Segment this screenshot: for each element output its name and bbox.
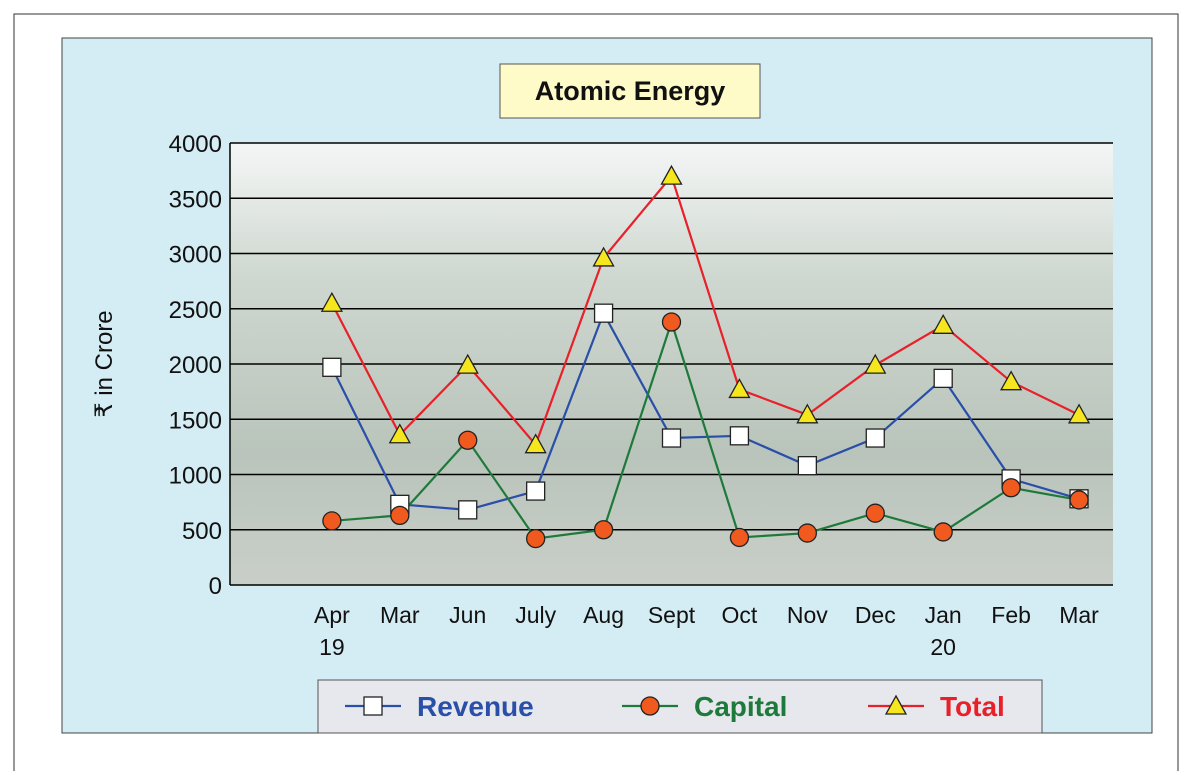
y-axis-label: ₹ in Crore: [91, 310, 118, 417]
marker: [730, 427, 748, 445]
x-tick-label: Oct: [722, 602, 758, 628]
x-tick-label: Jun: [449, 602, 486, 628]
x-tick-label: Mar: [380, 602, 420, 628]
marker: [866, 504, 884, 522]
marker: [527, 530, 545, 548]
marker: [364, 697, 382, 715]
legend-label: Revenue: [417, 691, 534, 722]
y-tick-label: 2000: [169, 352, 222, 379]
page: Atomic Energy ₹ in Crore 0 500 1000 1500 200…: [0, 0, 1192, 776]
marker: [866, 429, 884, 447]
y-tick-label: 2500: [169, 297, 222, 324]
marker: [934, 369, 952, 387]
y-tick-label: 3500: [169, 186, 222, 213]
y-tick-label: 0: [209, 573, 222, 600]
x-tick-label: Sept: [648, 602, 696, 628]
chart-title: Atomic Energy: [535, 76, 726, 106]
marker: [459, 501, 477, 519]
y-tick-label: 4000: [169, 131, 222, 158]
y-tick-label: 500: [182, 518, 222, 545]
marker: [391, 506, 409, 524]
marker: [323, 358, 341, 376]
marker: [663, 313, 681, 331]
x-tick-label: Nov: [787, 602, 828, 628]
legend-label: Capital: [694, 691, 787, 722]
marker: [323, 512, 341, 530]
marker: [595, 304, 613, 322]
marker: [459, 431, 477, 449]
marker: [1002, 479, 1020, 497]
x-tick-label: Dec: [855, 602, 896, 628]
y-tick-label: 1000: [169, 463, 222, 490]
marker: [798, 524, 816, 542]
marker: [595, 521, 613, 539]
marker: [663, 429, 681, 447]
y-tick-label: 1500: [169, 407, 222, 434]
chart: Atomic Energy ₹ in Crore 0 500 1000 1500 200…: [0, 0, 1192, 771]
x-tick-label: Feb: [991, 602, 1031, 628]
x-tick-label: Aug: [583, 602, 624, 628]
marker: [641, 697, 659, 715]
y-tick-label: 3000: [169, 242, 222, 269]
x-tick-label: Mar: [1059, 602, 1099, 628]
marker: [1070, 491, 1088, 509]
marker: [527, 482, 545, 500]
x-tick-label: July: [515, 602, 556, 628]
marker: [934, 523, 952, 541]
marker: [798, 457, 816, 475]
legend-label: Total: [940, 691, 1005, 722]
marker: [730, 528, 748, 546]
